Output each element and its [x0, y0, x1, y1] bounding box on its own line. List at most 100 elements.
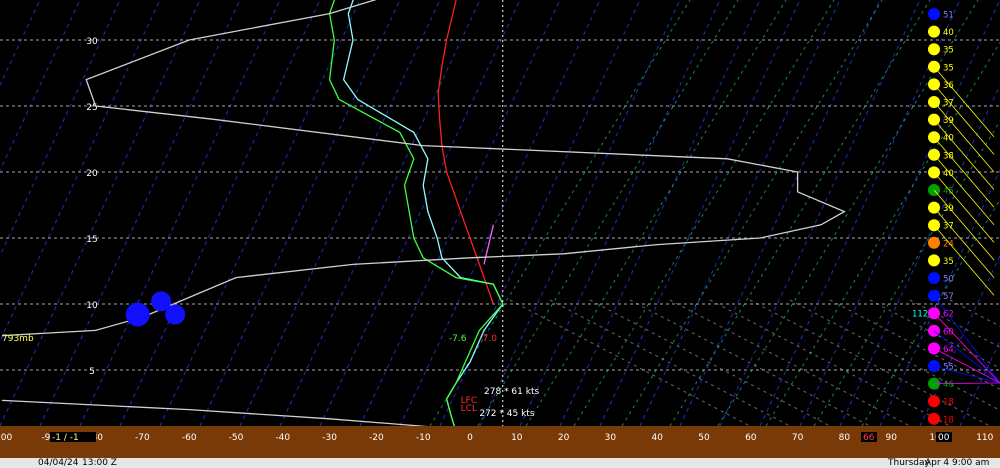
wind-speed-label: 40 — [943, 169, 954, 179]
isotherm-line — [119, 0, 321, 427]
temperature-line — [437, 0, 495, 305]
dry-adiabat-line — [789, 299, 1000, 411]
value-box-label: 66 — [863, 433, 875, 443]
dry-adiabat-line — [549, 299, 791, 427]
mixing-ratio-line — [669, 0, 931, 427]
wind-speed-label: 60 — [943, 327, 954, 337]
isotherm-line — [719, 0, 921, 427]
wind-barb-line — [933, 207, 995, 278]
temperature-tick-label: 90 — [885, 433, 897, 443]
temperature-tick-label: -60 — [182, 433, 197, 443]
status-weekday: Thursday — [888, 458, 930, 468]
isotherm-line — [879, 169, 1000, 427]
blue-marker — [165, 304, 186, 325]
temperature-tick-label: 50 — [698, 433, 710, 443]
status-bar: 04/04/24 13:00 Z Thursday Apr 4 9:00 am — [0, 458, 1000, 468]
height-tick-label: 20 — [86, 169, 98, 179]
mixing-ratio-line — [429, 0, 691, 427]
isotherm-line — [279, 0, 481, 427]
dry-adiabat-line — [869, 299, 1000, 369]
wind-speed-dot — [928, 8, 940, 20]
isotherm-line — [839, 84, 1000, 427]
temperature-tick-label: -100 — [0, 433, 12, 443]
wet-bulb-line — [342, 0, 504, 433]
isotherm-line — [799, 0, 1000, 427]
temperature-tick-label: 70 — [792, 433, 804, 443]
isotherm-line — [0, 0, 161, 342]
dry-adiabat-line — [829, 299, 1000, 390]
wind-speed-column: 5140353536373940384045393724355057626064… — [912, 8, 1000, 425]
axis-band — [0, 426, 1000, 458]
wind-speed-label: 39 — [943, 204, 954, 214]
wind-speed-dot — [928, 25, 940, 38]
wind-speed-label: 51 — [943, 11, 954, 21]
value-box — [50, 432, 96, 442]
value-box — [861, 432, 877, 442]
wind-speed-label: 39 — [943, 116, 954, 126]
isotherm-line — [0, 0, 121, 257]
wind-speed-label: 37 — [943, 99, 954, 109]
chart-annotation: -7.6 — [449, 334, 467, 344]
wind-barb-line — [933, 365, 1000, 384]
temperature-tick-label: 40 — [651, 433, 663, 443]
isotherm-line — [39, 0, 241, 427]
chart-annotation: 278 * 61 kts — [484, 387, 539, 397]
wind-speed-label: 38 — [943, 151, 954, 161]
height-tick-label: 15 — [86, 235, 97, 245]
wind-speed-label: 35 — [943, 63, 954, 73]
temperature-tick-label: 20 — [558, 433, 570, 443]
data-labels: 793mb -7.6 -7.0 278 * 61 kts 272 * 45 ktsLFC… — [2, 334, 539, 419]
wind-speed-label: 57 — [943, 292, 954, 302]
wind-speed-dot — [928, 43, 940, 56]
wind-speed-label: 35 — [943, 46, 954, 56]
wind-speed-label: 45 — [943, 187, 954, 197]
wind-barb-line — [933, 330, 1000, 384]
height-tick-label: 5 — [89, 367, 95, 377]
wind-barb-line — [933, 224, 995, 296]
status-date: 04/04/24 — [38, 458, 79, 468]
wind-speed-label: 64 — [943, 345, 954, 355]
wind-barb-line — [933, 382, 1000, 384]
dry-adiabat-line — [589, 299, 831, 427]
dry-adiabat-line — [509, 299, 751, 427]
wind-barb-line — [933, 172, 995, 243]
wind-speed-dot — [928, 236, 940, 249]
isotherm-line — [439, 0, 641, 427]
mixing-ratio-line — [573, 0, 835, 427]
temperature-tick-label: -30 — [322, 433, 337, 443]
isotherm-line — [199, 0, 401, 427]
temperature-tick-label: 110 — [976, 433, 993, 443]
isotherm-line — [519, 0, 721, 427]
temperature-tick-label: -20 — [369, 433, 384, 443]
dewpoint-line — [328, 0, 504, 433]
wind-barb-line — [933, 348, 1000, 384]
mixing-ratio-line — [621, 0, 883, 427]
wind-speed-label: 37 — [943, 222, 954, 232]
wind-barb-line — [933, 119, 995, 190]
value-box-label: 00 — [938, 433, 950, 443]
dry-adiabat-line — [749, 299, 991, 427]
wind-speed-dot — [928, 395, 940, 408]
temperature-tick-label: -50 — [229, 433, 244, 443]
wind-barb-line — [933, 189, 995, 261]
chart-annotation: 272 * 45 kts — [479, 409, 534, 419]
isotherm-line — [679, 0, 881, 427]
wind-trace-line — [1, 0, 846, 337]
height-tick-label: 30 — [86, 37, 98, 47]
temperature-axis: -100-90-80-70-60-50-40-30-20-10010203040… — [0, 426, 1000, 458]
status-time: 13:00 Z — [82, 458, 117, 468]
temperature-tick-label: -70 — [135, 433, 150, 443]
temperature-tick-label: -90 — [41, 433, 56, 443]
wind-speed-dot — [928, 254, 940, 267]
chart-annotation: 793mb — [2, 334, 34, 344]
isotherm-line — [479, 0, 681, 427]
side-speed-label: 112 — [912, 310, 928, 320]
isotherm-line — [319, 0, 521, 427]
temperature-tick-label: 60 — [745, 433, 757, 443]
mixing-ratio-line — [765, 41, 1000, 427]
sounding-series — [1, 0, 846, 437]
wind-speed-label: 24 — [943, 239, 954, 249]
status-local-time: Apr 4 9:00 am — [925, 458, 990, 468]
dry-adiabat-line — [709, 299, 951, 427]
isotherm-line — [599, 0, 801, 427]
